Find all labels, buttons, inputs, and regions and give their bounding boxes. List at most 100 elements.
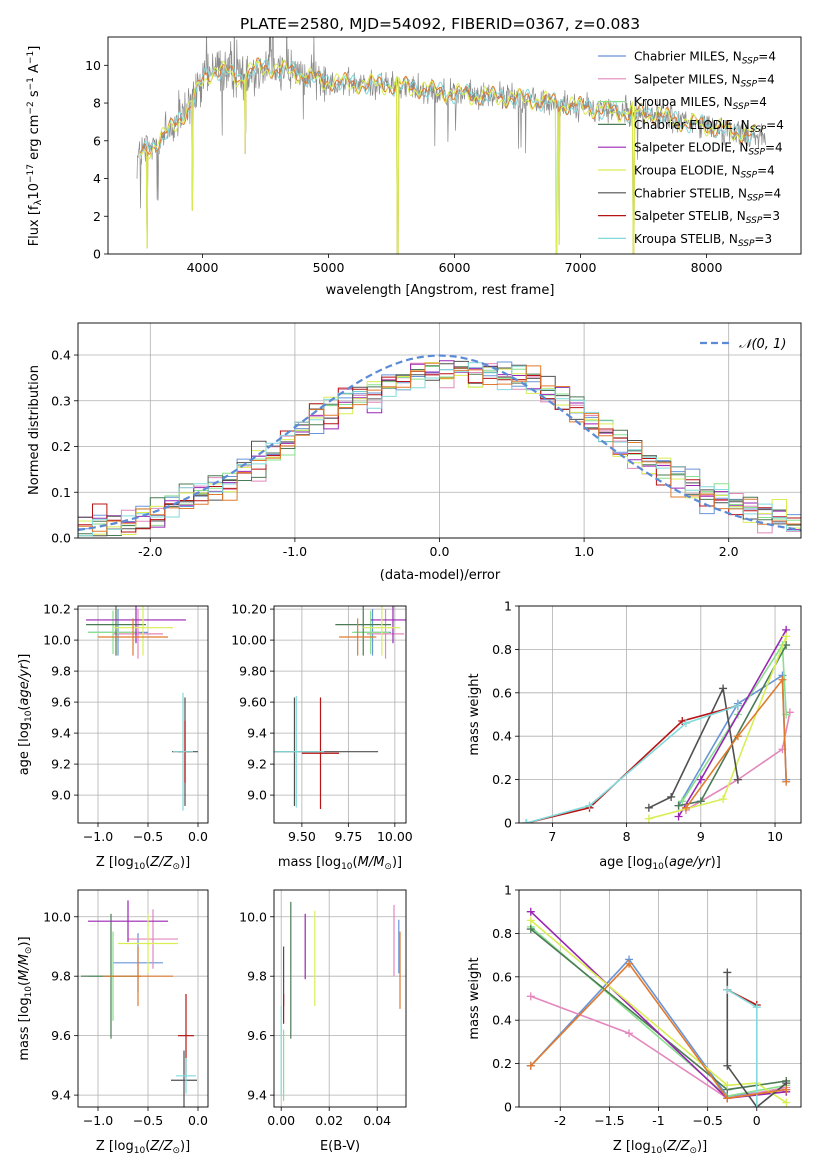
residuals-frame <box>77 322 802 539</box>
residuals-y-tick-label: 0.3 <box>51 393 71 408</box>
age_vs_Z-ylabel-text-part: ( <box>17 706 32 711</box>
age_vs_mass-x-axis-label-part: mass [log <box>278 855 341 870</box>
mass_vs_Z-y-tick-label: 9.6 <box>51 1028 71 1043</box>
legend-entry-part: SSP <box>733 102 750 112</box>
legend-entry-part: =3 <box>762 209 780 223</box>
age_vs_mass-x-axis-label-part: ⊙ <box>384 862 392 872</box>
mass-weight-marker <box>674 801 683 810</box>
mass_weight_vs_Z-y-tick-label: 0 <box>504 1100 512 1115</box>
mass_weight_vs_Z-x-axis-label: Z [log10(Z/Z⊙)] <box>613 1139 707 1156</box>
mass-weight-marker <box>723 1094 732 1103</box>
spectrum-x-tick-label: 6000 <box>439 260 471 275</box>
spectrum-y-axis-label: Flux [fλ10−17 erg cm−2 s−1 A−1] <box>26 46 44 247</box>
age_vs_Z-y-tick-label: 9.2 <box>51 757 71 772</box>
mass-weight-marker <box>644 803 653 812</box>
mass_weight_vs_age-x-tick-label: 9 <box>697 829 705 844</box>
mass_weight_vs_age-y-tick-label: 0.4 <box>492 729 512 744</box>
age_vs_mass-x-axis-label-part: )] <box>392 855 402 870</box>
mass-weight-marker <box>585 801 594 810</box>
age_vs_mass-plot-area <box>274 606 406 810</box>
residuals-x-tick-label: -2.0 <box>138 544 162 559</box>
mass_vs_ebv-y-tick-label: 9.4 <box>247 1088 267 1103</box>
mass-weight-marker <box>625 1029 634 1038</box>
residuals-x-tick-label: 0.0 <box>430 544 450 559</box>
mass-weight-marker <box>733 732 742 741</box>
mass_weight_vs_age-plot-area <box>522 625 794 823</box>
mass_vs_Z-ylabel-text-part: M/M <box>17 954 32 981</box>
residuals-ylabel-text: Normed distribution <box>27 365 42 495</box>
spectrum-x-tick-label: 5000 <box>313 260 345 275</box>
residuals-y-tick-label: 0.2 <box>51 439 71 454</box>
age_vs_Z-y-tick-label: 10.2 <box>43 602 71 617</box>
mass_weight_vs_Z-y-tick-label: 0.8 <box>492 926 512 941</box>
mass_weight_vs_age-y-tick-label: 0.2 <box>492 772 512 787</box>
mass-weight-marker <box>667 792 676 801</box>
mass_weight_vs_Z-x-tick-label: 0 <box>753 1113 761 1128</box>
legend-entry-part: Kroupa ELODIE, N <box>634 164 741 178</box>
mass_weight_vs_age-y-tick-label: 0 <box>504 816 512 831</box>
figure-title: PLATE=2580, MJD=54092, FIBERID=0367, z=0… <box>240 15 640 33</box>
age_vs_Z-x-axis-label-part: 10 <box>134 862 146 872</box>
spectrum-ylabel-text-part: erg cm <box>27 115 42 164</box>
residuals-plot-area <box>78 354 801 537</box>
age_vs_mass-x-tick-label: 9.50 <box>288 829 316 844</box>
legend-entry-part: Chabrier STELIB, N <box>634 186 747 200</box>
mass_weight_vs_Z-chart: -2 −1.5 -1 −0.5 0 0 0.2 0.4 0.6 0.8 1 Z [log10(Z/Z⊙… <box>467 883 802 1156</box>
legend-entry: Kroupa MILES, NSSP=4 <box>634 95 767 112</box>
mass_vs_ebv-x-axis-label-part: E(B-V) <box>320 1139 360 1154</box>
mass-weight-marker <box>681 719 690 728</box>
age_vs_mass-x-tick-label: 10.00 <box>377 829 413 844</box>
mass_weight_vs_age-x-axis-label: age [log10(age/yr)] <box>599 855 721 872</box>
mass-weight-line <box>681 642 787 802</box>
mass_weight_vs_Z-x-tick-label: -2 <box>554 1113 566 1128</box>
age_vs_mass-x-axis-label-part: ( <box>353 855 358 870</box>
mass_weight_vs_Z-x-axis-label-part: Z [log <box>613 1139 651 1154</box>
mass-weight-marker <box>526 907 535 916</box>
mass_vs_Z-ylabel-text-part: ( <box>17 981 32 986</box>
legend-entry: Kroupa ELODIE, NSSP=4 <box>634 164 775 181</box>
mass_vs_Z-plot-area <box>81 900 197 1107</box>
age_vs_mass-x-axis-label-part: 10 <box>341 862 353 872</box>
age_vs_Z-x-axis-label: Z [log10(Z/Z⊙)] <box>96 855 190 872</box>
mass_vs_Z-ylabel-text-part: mass [log <box>17 997 32 1060</box>
age_vs_mass-y-tick-label: 10.00 <box>231 633 267 648</box>
mass_vs_Z-x-axis-label-part: ⊙ <box>172 1146 180 1156</box>
mass_vs_Z-x-tick-label: −0.5 <box>133 1113 163 1128</box>
spectrum-ylabel-text-part: s <box>27 90 42 101</box>
mass_vs_ebv-y-tick-label: 9.6 <box>247 1028 267 1043</box>
mass_weight_vs_Z-ylabel-text: mass weight <box>467 957 482 1039</box>
residuals-y-tick-label: 0.0 <box>51 531 71 546</box>
legend-entry-part: Chabrier ELODIE, N <box>634 118 750 132</box>
legend-entry-part: Kroupa MILES, N <box>634 95 733 109</box>
spectrum-y-tick-label: 0 <box>93 247 101 262</box>
legend-entry-part: =4 <box>749 95 767 109</box>
legend-entry-part: Kroupa STELIB, N <box>634 232 738 246</box>
mass-weight-marker <box>723 985 732 994</box>
age_vs_Z-x-axis-label-part: Z/Z <box>149 855 173 870</box>
mass_weight_vs_Z-x-axis-label-part: )] <box>697 1139 707 1154</box>
residuals-x-tick-label: -1.0 <box>283 544 307 559</box>
age_vs_Z-y-tick-label: 9.6 <box>51 695 71 710</box>
spectrum-ylabel-text-part: 10 <box>27 183 42 200</box>
mass_weight_vs_Z-x-axis-label-part: ⊙ <box>689 1146 697 1156</box>
age_vs_Z-y-axis-label: age [log10(age/yr)] <box>17 654 34 776</box>
age_vs_Z-x-tick-label: −0.5 <box>133 829 163 844</box>
residual-histogram-line <box>78 362 801 532</box>
observed-spectrum-line <box>136 37 766 209</box>
legend-entry-part: SSP <box>750 125 767 135</box>
legend-entry: Salpeter ELODIE, NSSP=4 <box>634 141 783 158</box>
mass_vs_Z-ylabel-text-part: ⊙ <box>24 947 34 955</box>
spectrum-y-tick-label: 8 <box>93 96 101 111</box>
mass_vs_ebv-x-tick-label: 0.02 <box>315 1113 343 1128</box>
mass_weight_vs_age-ylabel-text-part: mass weight <box>467 673 482 755</box>
mass-weight-line <box>526 705 739 823</box>
normal-distribution-curve <box>78 354 801 532</box>
age_vs_mass-frame <box>273 605 407 824</box>
mass-weight-marker <box>526 992 535 1001</box>
age_vs_Z-x-axis-label-part: ⊙ <box>172 862 180 872</box>
age_vs_Z-ylabel-text-part: age [log <box>17 722 32 775</box>
mass_vs_Z-x-tick-label: −1.0 <box>83 1113 113 1128</box>
age_vs_mass-x-axis-label: mass [log10(M/M⊙)] <box>278 855 402 872</box>
mass-weight-marker <box>719 795 728 804</box>
